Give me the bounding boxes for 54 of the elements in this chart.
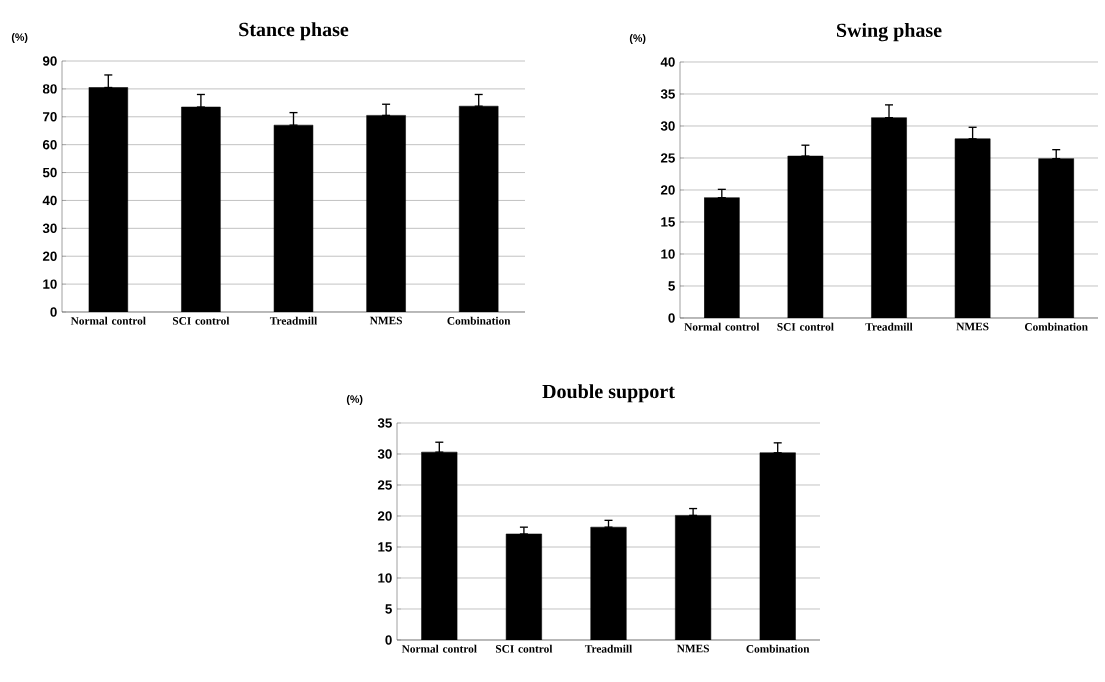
y-tick-label: 30	[377, 449, 392, 459]
y-tick-label: 60	[42, 139, 57, 150]
y-tick-label: 0	[385, 635, 392, 645]
y-tick-label: 0	[50, 307, 57, 317]
x-tick-label: Treadmill	[269, 316, 318, 325]
y-tick-label: 40	[660, 57, 675, 67]
y-tick-label: 40	[42, 195, 57, 206]
x-tick-label: Normal control	[401, 644, 477, 653]
bar	[505, 533, 542, 640]
y-tick-label: 5	[385, 604, 392, 614]
y-axis-title: (%)	[11, 33, 28, 43]
y-tick-label: 80	[42, 84, 57, 94]
y-tick-label: 20	[42, 251, 57, 261]
chart-title: Double support	[542, 384, 675, 403]
y-tick-label: 35	[377, 418, 392, 428]
y-axis-title: (%)	[346, 395, 363, 405]
y-tick-label: 30	[660, 121, 675, 131]
x-tick-label: SCI control	[172, 316, 230, 325]
bar	[590, 526, 627, 640]
bar	[787, 155, 824, 318]
y-tick-label: 35	[660, 89, 675, 99]
y-tick-label: 10	[661, 249, 675, 259]
y-tick-label: 15	[661, 217, 675, 227]
y-tick-label: 30	[42, 223, 57, 234]
y-tick-label: 0	[668, 313, 675, 323]
bar	[421, 451, 458, 640]
y-tick-label: 5	[668, 281, 675, 291]
x-tick-label: Combination	[1024, 322, 1088, 331]
x-tick-label: NMES	[676, 644, 709, 653]
x-tick-label: NMES	[369, 316, 402, 325]
x-tick-label: Treadmill	[865, 322, 913, 331]
x-tick-label: Normal control	[70, 316, 146, 325]
x-tick-label: Combination	[746, 644, 810, 653]
chart-title: Swing phase	[837, 23, 942, 42]
x-tick-label: NMES	[956, 322, 989, 331]
bar	[181, 106, 221, 312]
chart-title: Stance phase	[239, 22, 349, 41]
x-tick-label: SCI control	[777, 322, 834, 331]
x-tick-label: Normal control	[684, 322, 760, 331]
y-tick-label: 15	[378, 542, 392, 552]
y-tick-label: 25	[660, 153, 675, 163]
y-tick-label: 10	[378, 573, 392, 583]
y-tick-label: 90	[42, 56, 57, 66]
x-tick-label: Combination	[447, 316, 511, 325]
y-tick-label: 25	[377, 480, 392, 490]
y-tick-label: 20	[660, 185, 675, 195]
y-tick-label: 70	[43, 112, 57, 122]
x-tick-label: Treadmill	[584, 644, 633, 653]
y-tick-label: 50	[42, 167, 57, 178]
y-axis-title: (%)	[629, 34, 646, 44]
x-tick-label: SCI control	[495, 644, 553, 653]
y-tick-label: 10	[43, 279, 57, 289]
bar	[273, 124, 314, 312]
y-tick-label: 20	[377, 511, 392, 521]
